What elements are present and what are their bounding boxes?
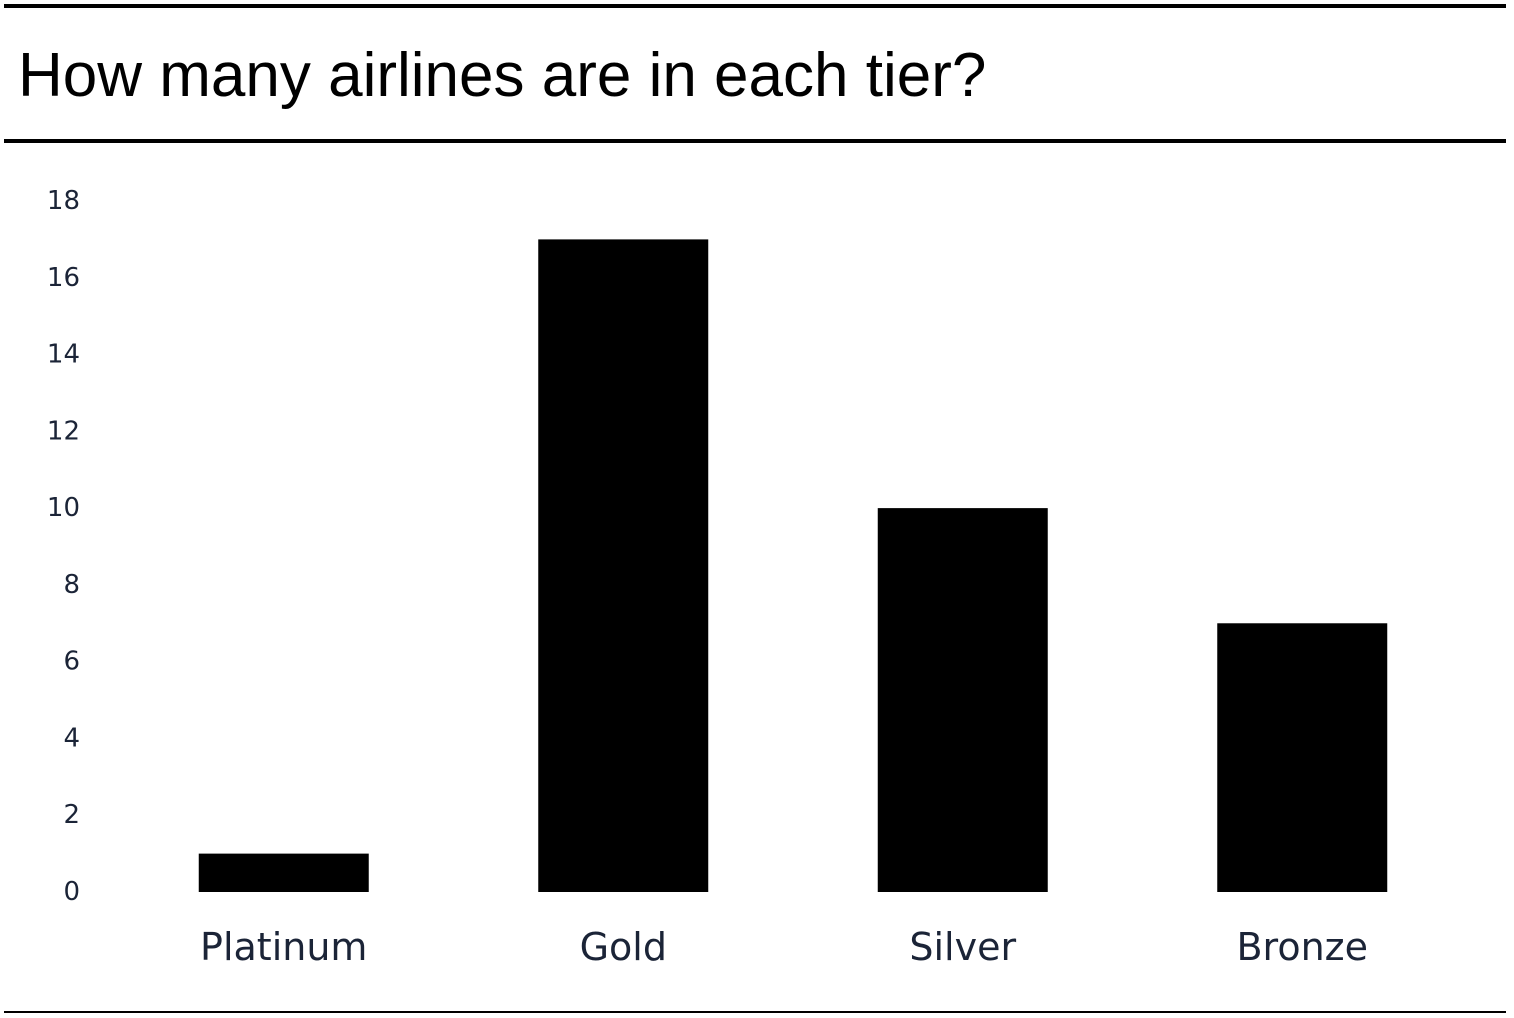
y-tick-label: 4 <box>63 723 80 753</box>
title-divider <box>4 139 1506 143</box>
y-tick-label: 10 <box>47 493 80 523</box>
bar-gold <box>538 239 709 892</box>
y-tick-label: 6 <box>63 647 80 677</box>
top-rule <box>4 4 1506 8</box>
x-tick-label: Silver <box>909 925 1016 969</box>
x-tick-label: Gold <box>580 925 667 969</box>
chart-title: How many airlines are in each tier? <box>18 41 987 110</box>
y-tick-label: 16 <box>47 263 80 293</box>
bottom-rule <box>4 1011 1506 1013</box>
y-tick-label: 2 <box>63 800 80 830</box>
y-tick-label: 8 <box>63 570 80 600</box>
y-tick-label: 0 <box>63 877 80 907</box>
bar-silver <box>877 508 1048 892</box>
x-tick-label: Bronze <box>1236 925 1368 969</box>
y-tick-label: 18 <box>47 186 80 216</box>
y-axis: 0 2 4 6 8 10 12 14 16 18 <box>47 186 80 907</box>
bar-platinum <box>198 853 369 892</box>
y-tick-label: 12 <box>47 416 80 446</box>
x-tick-label: Platinum <box>200 925 367 969</box>
bars <box>198 239 1388 892</box>
x-axis: Platinum Gold Silver Bronze <box>200 925 1368 969</box>
bar-bronze <box>1217 623 1388 892</box>
y-tick-label: 14 <box>47 340 80 370</box>
